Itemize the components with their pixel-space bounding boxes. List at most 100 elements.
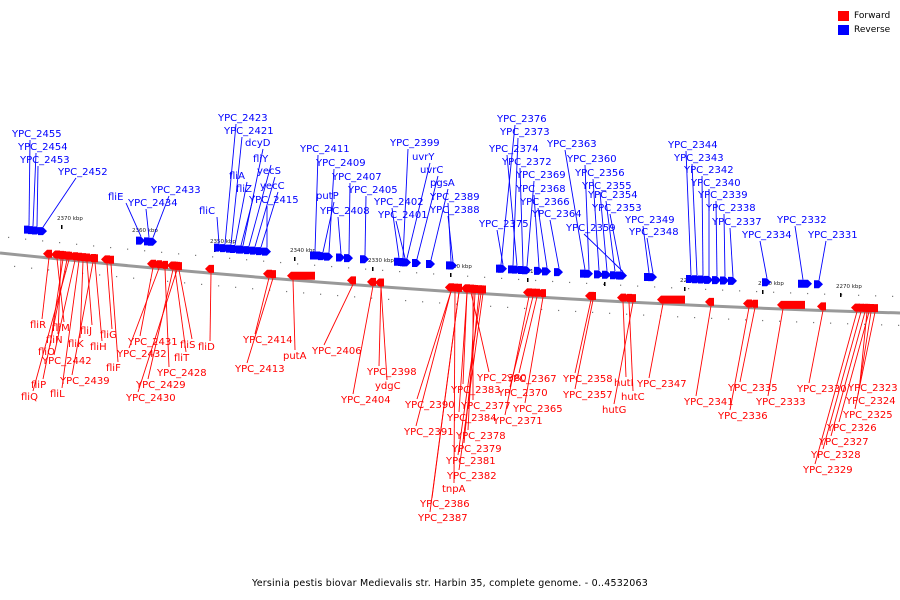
gene-leader: [254, 277, 270, 335]
forward-gene: ydgC: [375, 278, 401, 392]
track-dot: [671, 287, 673, 289]
gene-label: YPC_2347: [636, 379, 687, 390]
gene-leader: [701, 175, 704, 276]
gene-leader: [216, 216, 220, 244]
gene-arrow: [712, 276, 721, 285]
gene-label: YPC_2388: [429, 205, 480, 216]
forward-gene: YPC_2390: [404, 283, 455, 411]
gene-label: pgsA: [430, 178, 455, 189]
gene-label: YPC_2324: [845, 396, 896, 407]
gene-label: YPC_2413: [234, 364, 285, 375]
gene-arrow: [318, 252, 327, 261]
gene-label: YPC_2330: [796, 384, 847, 395]
track-dot: [467, 275, 469, 277]
gene-label: YPC_2337: [711, 217, 762, 228]
gene-leader: [646, 237, 654, 274]
gene-label: YPC_2376: [496, 114, 547, 125]
gene-label: YPC_2375: [478, 219, 529, 230]
track-dot: [280, 261, 282, 264]
gene-label: fliO: [38, 347, 55, 358]
gene-leader: [328, 168, 335, 253]
track-dot: [133, 277, 135, 279]
gene-leader: [125, 202, 142, 237]
track-dot: [824, 293, 826, 295]
track-dot: [31, 267, 33, 269]
reverse-gene: YPC_2375: [478, 219, 529, 273]
track-dot: [48, 269, 50, 271]
gene-arrow: [461, 284, 470, 293]
gene-label: YPC_2378: [455, 431, 506, 442]
gene-leader: [42, 177, 77, 228]
reverse-gene: putP: [316, 191, 339, 261]
track-dot: [93, 245, 95, 247]
gene-label: YPC_2442: [41, 356, 92, 367]
forward-gene: fliR: [30, 249, 52, 331]
forward-gene: YPC_2341: [683, 297, 734, 408]
gene-label: YPC_2328: [810, 450, 861, 461]
gene-label: fliS: [180, 340, 195, 351]
track-dot: [535, 279, 537, 282]
gene-leader: [248, 164, 272, 247]
forward-gene: YPC_2406: [311, 276, 362, 357]
tick-mark: [840, 293, 842, 297]
gene-leader: [715, 200, 718, 277]
track-dot: [654, 286, 656, 288]
gene-leader: [106, 263, 113, 330]
gene-label: YPC_2342: [683, 165, 734, 176]
tick-mark: [604, 282, 606, 286]
gene-leader: [147, 269, 174, 380]
gene-leader: [729, 227, 734, 277]
gene-leader: [254, 176, 276, 247]
forward-swatch: [838, 11, 849, 21]
gene-label: YPC_2355: [581, 181, 632, 192]
gene-label: YPC_2373: [499, 127, 550, 138]
gene-label: YPC_2341: [683, 397, 734, 408]
forward-gene: YPC_2358: [562, 291, 613, 385]
gene-arrow: [728, 276, 737, 285]
gene-arrow: [851, 303, 860, 312]
gene-arrow: [542, 267, 551, 276]
gene-label: fliF: [106, 363, 121, 374]
track-dot: [501, 277, 503, 279]
gene-arrow: [344, 254, 353, 263]
gene-leader: [818, 240, 827, 281]
track-dot: [229, 257, 231, 259]
track-dot: [399, 270, 401, 273]
track-dot: [552, 280, 554, 283]
gene-leader: [79, 261, 84, 339]
track-dot: [297, 263, 299, 265]
track-dot: [286, 290, 288, 293]
gene-leader: [240, 194, 255, 246]
tick-label: 2330 kbp: [368, 258, 394, 264]
gene-leader: [260, 191, 279, 248]
gene-leader: [739, 307, 756, 383]
gene-label: yecC: [260, 181, 285, 192]
forward-gene: YPC_2333: [755, 300, 806, 408]
gene-arrow: [262, 247, 271, 256]
reverse-gene: YPC_2332: [776, 215, 827, 288]
reverse-gene: YPC_2359: [565, 223, 627, 280]
gene-label: yecS: [257, 166, 281, 177]
forward-gene: YPC_2357: [562, 292, 613, 401]
gene-arrow: [287, 271, 315, 280]
gene-label: fliN: [46, 335, 63, 346]
reverse-gene: yecS: [250, 166, 281, 255]
tick-label: 2270 kbp: [836, 284, 862, 290]
gene-label: fliJ: [80, 326, 92, 337]
reverse-gene: YPC_2339: [697, 190, 748, 285]
gene-label: YPC_2455: [11, 129, 62, 140]
gene-label: YPC_2407: [331, 172, 382, 183]
gene-label: fliQ: [21, 392, 38, 403]
track-dot: [405, 299, 407, 302]
gene-leader: [622, 301, 627, 378]
track-dot: [195, 254, 197, 256]
reverse-gene: YPC_2348: [628, 227, 679, 282]
track-dot: [796, 321, 798, 323]
reverse-gene: YPC_2360: [566, 154, 617, 278]
reverse-swatch: [838, 25, 849, 35]
gene-label: fliL: [50, 389, 65, 400]
gene-leader: [378, 286, 382, 367]
gene-leader: [348, 182, 351, 255]
